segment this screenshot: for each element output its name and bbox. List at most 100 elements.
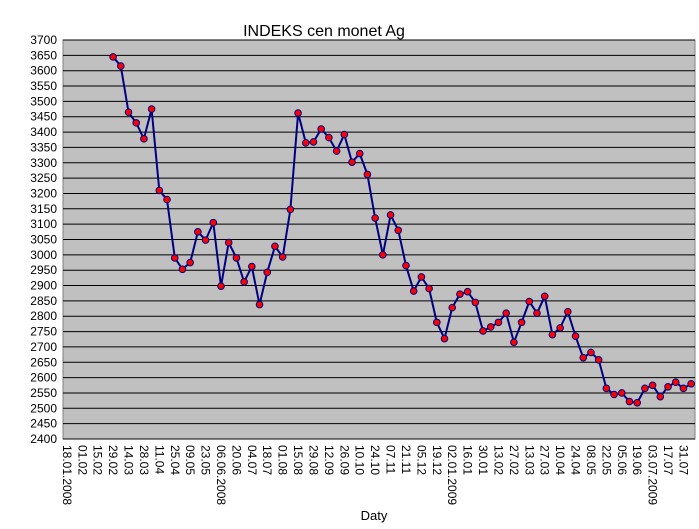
y-tick-label: 3250 bbox=[30, 171, 57, 185]
data-point bbox=[224, 238, 233, 247]
x-tick-label: 06.06.2008 bbox=[214, 445, 228, 505]
data-point bbox=[433, 318, 441, 327]
data-point bbox=[394, 226, 403, 235]
x-tick-label: 01.08 bbox=[276, 445, 290, 475]
y-tick-label: 2400 bbox=[30, 432, 57, 446]
y-tick-label: 2950 bbox=[30, 263, 57, 277]
data-point bbox=[425, 284, 433, 293]
x-tick-label: 15.02 bbox=[91, 445, 105, 475]
data-point bbox=[263, 268, 272, 277]
x-tick-label: 10.10 bbox=[353, 445, 367, 475]
x-tick-label: 29.02 bbox=[106, 445, 120, 475]
y-tick-label: 2850 bbox=[30, 294, 57, 308]
x-tick-label: 05.06 bbox=[615, 445, 629, 475]
data-point bbox=[679, 384, 688, 393]
x-tick-label: 14.03 bbox=[122, 445, 136, 475]
data-point bbox=[363, 170, 372, 179]
data-point bbox=[255, 300, 264, 309]
data-point bbox=[201, 236, 210, 244]
y-tick-label: 2550 bbox=[30, 386, 57, 400]
data-point bbox=[309, 138, 318, 146]
data-point bbox=[402, 261, 410, 270]
data-point bbox=[463, 287, 472, 296]
data-point bbox=[178, 265, 187, 274]
data-point bbox=[147, 105, 156, 113]
y-tick-label: 3050 bbox=[30, 233, 57, 247]
y-tick-label: 2700 bbox=[30, 340, 57, 354]
data-point bbox=[448, 303, 457, 312]
data-point bbox=[325, 133, 333, 142]
data-point bbox=[286, 205, 295, 214]
y-tick-label: 3600 bbox=[30, 64, 57, 78]
y-tick-label: 2800 bbox=[30, 309, 57, 323]
data-point bbox=[440, 334, 449, 343]
data-point bbox=[332, 147, 341, 155]
data-point bbox=[602, 384, 611, 393]
y-tick-label: 3450 bbox=[30, 110, 57, 124]
x-tick-label: 22.05 bbox=[599, 445, 613, 475]
x-tick-label: 21.11 bbox=[399, 445, 413, 474]
y-tick-label: 3000 bbox=[30, 248, 57, 262]
data-point bbox=[571, 332, 580, 340]
x-tick-label: 16.01 bbox=[461, 445, 475, 475]
data-point bbox=[117, 62, 125, 70]
x-tick-label: 09.05 bbox=[183, 445, 197, 475]
y-tick-label: 3700 bbox=[30, 33, 57, 47]
x-tick-label: 20.06 bbox=[229, 445, 243, 475]
data-point bbox=[510, 338, 518, 347]
data-point bbox=[687, 379, 695, 388]
chart-title: INDEKS cen monet Ag bbox=[243, 23, 405, 40]
data-point bbox=[479, 327, 487, 335]
data-point bbox=[124, 108, 133, 116]
data-point bbox=[625, 397, 634, 406]
y-tick-label: 2750 bbox=[30, 325, 57, 339]
y-tick-label: 2900 bbox=[30, 279, 57, 293]
y-tick-label: 3150 bbox=[30, 202, 57, 216]
y-tick-label: 3650 bbox=[30, 48, 57, 62]
data-point bbox=[163, 195, 171, 204]
x-tick-label: 04.07 bbox=[245, 445, 259, 475]
x-tick-label: 18.01.2008 bbox=[60, 445, 74, 505]
x-tick-label: 28.03 bbox=[137, 445, 151, 475]
data-point bbox=[471, 298, 480, 307]
data-point bbox=[217, 282, 225, 290]
data-point bbox=[209, 218, 218, 227]
x-tick-label: 19.06 bbox=[630, 445, 644, 475]
data-point bbox=[502, 309, 510, 317]
data-point bbox=[671, 378, 680, 387]
data-point bbox=[556, 324, 564, 332]
data-point bbox=[386, 211, 395, 219]
x-tick-label: 31.07 bbox=[676, 445, 690, 475]
x-tick-label: 13.03 bbox=[522, 445, 536, 475]
data-point bbox=[664, 383, 672, 391]
data-point bbox=[648, 381, 657, 390]
data-point bbox=[564, 307, 572, 316]
data-point bbox=[340, 130, 349, 139]
x-tick-label: 03.07.2009 bbox=[646, 445, 660, 505]
data-point bbox=[525, 297, 534, 306]
x-tick-label: 26.09 bbox=[337, 445, 351, 475]
x-tick-label: 15.08 bbox=[291, 445, 305, 475]
y-tick-label: 2600 bbox=[30, 371, 57, 385]
data-point bbox=[194, 228, 202, 236]
x-tick-label: 02.01.2009 bbox=[445, 445, 459, 505]
y-tick-label: 3100 bbox=[30, 217, 57, 231]
data-point bbox=[140, 135, 148, 143]
data-point bbox=[317, 125, 325, 133]
y-tick-label: 2650 bbox=[30, 355, 57, 369]
x-tick-label: 13.02 bbox=[491, 445, 505, 475]
data-point bbox=[417, 273, 426, 281]
x-tick-label: 05.12 bbox=[414, 445, 428, 475]
data-point bbox=[486, 323, 495, 331]
data-point bbox=[548, 330, 557, 339]
data-point bbox=[155, 186, 164, 195]
data-point bbox=[186, 258, 194, 267]
y-tick-label: 3500 bbox=[30, 94, 57, 108]
data-point bbox=[517, 318, 526, 327]
x-tick-label: 17.07 bbox=[661, 445, 675, 475]
data-point bbox=[355, 149, 364, 158]
data-point bbox=[294, 109, 302, 117]
data-point bbox=[633, 398, 641, 407]
